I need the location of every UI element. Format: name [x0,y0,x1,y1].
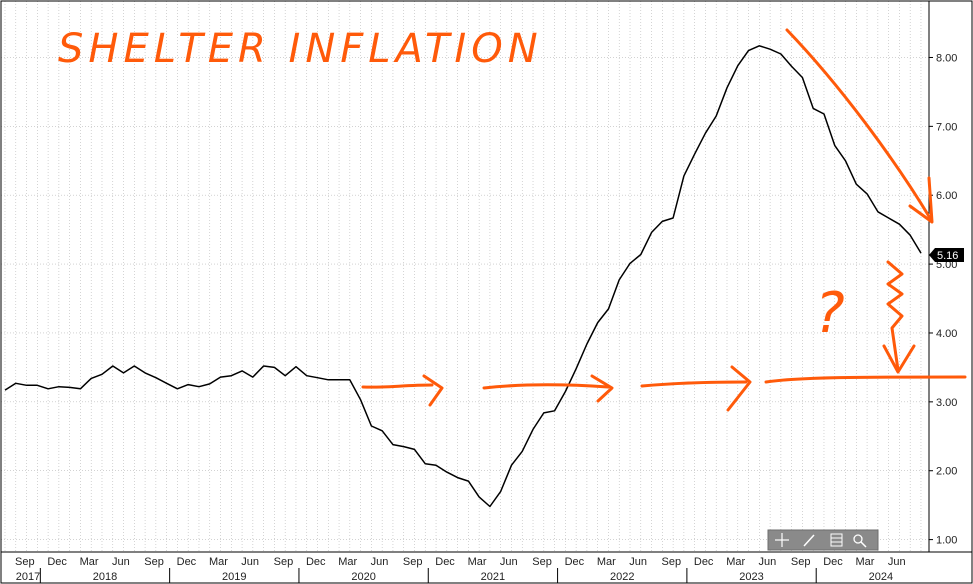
y-tick-label: 7.00 [936,121,957,133]
annotation-arrowhead-down-right [908,176,934,224]
x-tick-label: Jun [500,556,518,568]
y-tick-label: 4.00 [936,328,957,340]
x-axis: Sep Dec Mar Jun Sep Dec Mar Jun Sep Dec Mar Jun Sep D… [15,556,906,583]
x-tick-label: Sep [662,556,682,568]
x-tick-label: Sep [791,556,811,568]
y-tick-label: 8.00 [936,52,957,64]
annotation-arrow-3 [640,380,748,388]
x-year-label: 2020 [351,571,375,583]
y-tick-label: 3.00 [936,397,957,409]
annotation-arrow-2 [482,383,610,390]
x-year-label: 2017 [16,571,40,583]
series-line [4,45,922,508]
chart-toolbar[interactable] [767,529,879,551]
x-tick-label: Dec [823,556,843,568]
x-tick-label: Dec [435,556,455,568]
x-year-label: 2021 [481,571,505,583]
table-icon[interactable] [830,533,843,547]
x-tick-label: Dec [306,556,326,568]
chart-toolbar-bg [767,529,879,551]
x-tick-label: Mar [209,556,228,568]
y-tick-label: 5.00 [936,259,957,271]
annotation-arrow-1 [361,383,434,389]
zoom-icon[interactable] [853,534,867,548]
handwritten-title: SHELTER INFLATION [58,26,543,72]
x-tick-label: Mar [468,556,487,568]
last-value-label-bg [929,248,964,262]
handwritten-annotations: SHELTER INFLATION ? [58,26,967,412]
x-tick-label: Sep [403,556,423,568]
x-tick-label: Mar [726,556,745,568]
x-tick-label: Dec [565,556,585,568]
annotation-baseline [764,375,967,384]
x-year-label: 2022 [610,571,634,583]
y-axis: 1.00 2.00 3.00 4.00 5.00 6.00 7.00 8.00 [929,52,957,547]
annotation-question-mark: ? [815,281,845,346]
x-tick-label: Mar [597,556,616,568]
annotation-arrowhead-1 [422,374,444,407]
last-value-label: 5.16 [929,248,964,262]
x-tick-label: Mar [338,556,357,568]
x-tick-label: Jun [629,556,647,568]
x-tick-label: Mar [80,556,99,568]
annotation-squiggle-arrow [886,260,904,372]
x-tick-label: Jun [112,556,130,568]
x-tick-label: Dec [694,556,714,568]
x-tick-label: Jun [759,556,777,568]
last-value-text: 5.16 [937,250,958,262]
x-tick-label: Jun [371,556,389,568]
x-year-label: 2023 [739,571,763,583]
x-tick-label: Sep [144,556,164,568]
x-year-label: 2019 [222,571,246,583]
x-tick-label: Sep [15,556,35,568]
annotation-arrowhead-2 [590,374,614,403]
x-tick-label: Jun [888,556,906,568]
annotation-arrowhead-squiggle [882,344,916,374]
y-tick-label: 2.00 [936,466,957,478]
x-tick-label: Dec [47,556,67,568]
annotation-arrow-down-right [785,28,932,220]
move-icon[interactable] [775,533,789,547]
y-tick-label: 6.00 [936,190,957,202]
x-tick-label: Dec [177,556,197,568]
x-tick-label: Sep [532,556,552,568]
y-tick-label: 1.00 [936,535,957,547]
x-tick-label: Mar [856,556,875,568]
x-year-label: 2018 [93,571,117,583]
annotation-arrowhead-3 [726,365,752,412]
x-tick-label: Sep [274,556,294,568]
x-year-label: 2024 [869,571,893,583]
x-tick-label: Jun [241,556,259,568]
axis-bottom-frame [0,551,973,584]
grid [1,1,929,552]
draw-icon[interactable] [803,534,815,547]
